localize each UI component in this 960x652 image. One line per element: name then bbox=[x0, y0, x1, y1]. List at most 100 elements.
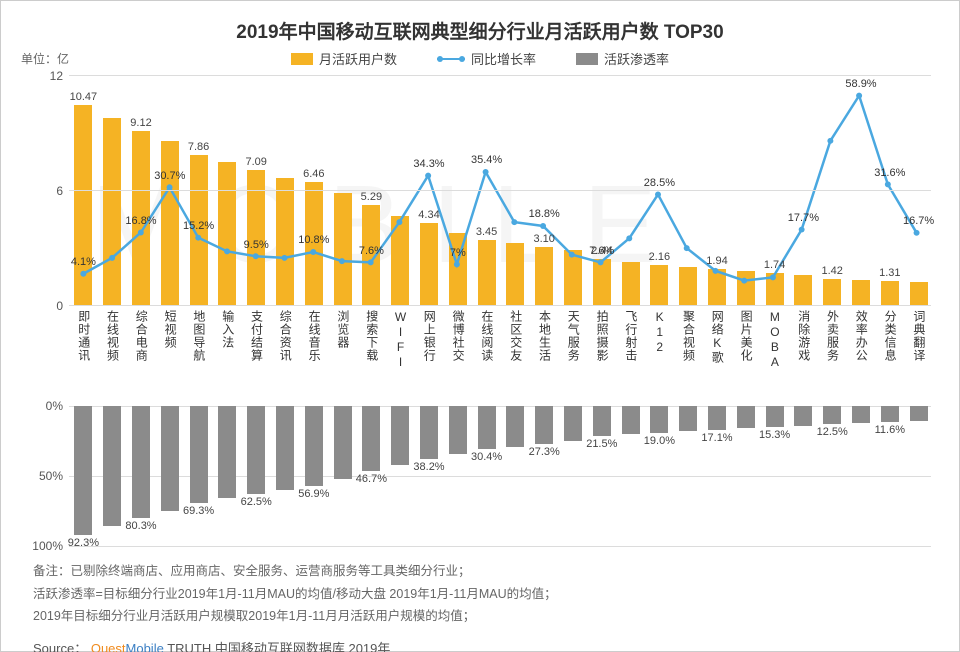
penetration-bar bbox=[881, 406, 899, 422]
mau-label: 1.31 bbox=[879, 267, 900, 279]
mau-label: 10.47 bbox=[70, 91, 98, 103]
category-label: 网络K歌 bbox=[711, 310, 724, 364]
penetration-bar bbox=[564, 406, 582, 441]
source-brand1: Quest bbox=[91, 641, 126, 652]
note-line: 活跃渗透率=目标细分行业2019年1月-11月MAU的均值/移动大盘 2019年… bbox=[33, 583, 939, 606]
penetration-bar bbox=[478, 406, 496, 449]
category-label: 支付结算 bbox=[250, 310, 263, 362]
category-label: 搜索下载 bbox=[365, 310, 378, 362]
growth-label: 9.5% bbox=[244, 239, 269, 251]
penetration-bar bbox=[679, 406, 697, 431]
plot-bot: 92.3%80.3%69.3%62.5%56.9%46.7%38.2%30.4%… bbox=[69, 406, 931, 546]
penetration-bar bbox=[103, 406, 121, 526]
mau-label: 2.16 bbox=[649, 251, 670, 263]
mau-label: 3.45 bbox=[476, 226, 497, 238]
category-label: 本地生活 bbox=[538, 310, 551, 362]
legend: 月活跃用户数 同比增长率 活跃渗透率 bbox=[21, 49, 939, 68]
growth-label: 4.1% bbox=[71, 256, 96, 268]
category-label: 微博社交 bbox=[452, 310, 465, 362]
penetration-bar bbox=[362, 406, 380, 471]
line-swatch-icon bbox=[437, 58, 465, 60]
penetration-bar bbox=[910, 406, 928, 421]
gridline bbox=[69, 546, 931, 547]
penetration-bar bbox=[218, 406, 236, 498]
penetration-bar bbox=[593, 406, 611, 436]
growth-label: 34.3% bbox=[413, 158, 444, 170]
penetration-label: 12.5% bbox=[817, 426, 848, 438]
category-label: 消除游戏 bbox=[797, 310, 810, 362]
penetration-label: 38.2% bbox=[413, 461, 444, 473]
page-title: 2019年中国移动互联网典型细分行业月活跃用户数 TOP30 bbox=[21, 17, 939, 44]
legend-item-growth: 同比增长率 bbox=[437, 49, 536, 68]
category-row: 即时通讯在线视频综合电商短视频地图导航输入法支付结算综合资讯在线音乐浏览器搜索下… bbox=[69, 306, 931, 406]
category-label: 效率办公 bbox=[855, 310, 868, 362]
y-tick: 6 bbox=[56, 184, 63, 198]
category-label: 图片美化 bbox=[740, 310, 753, 362]
category-label: 输入法 bbox=[221, 310, 234, 349]
penetration-bar bbox=[305, 406, 323, 486]
penetration-bar bbox=[737, 406, 755, 428]
bar-swatch-icon bbox=[291, 53, 313, 65]
legend-label-penetration: 活跃渗透率 bbox=[604, 49, 669, 68]
growth-label: 31.6% bbox=[874, 167, 905, 179]
growth-label: 15.2% bbox=[183, 220, 214, 232]
legend-label-growth: 同比增长率 bbox=[471, 49, 536, 68]
category-label: 地图导航 bbox=[192, 310, 205, 362]
y-axis-top: 0612 bbox=[21, 76, 69, 306]
category-label: 外卖服务 bbox=[826, 310, 839, 362]
category-label: 分类信息 bbox=[884, 310, 897, 362]
growth-label: 16.7% bbox=[903, 215, 934, 227]
plot-top: 10.479.127.867.096.465.294.343.453.102.4… bbox=[69, 76, 931, 306]
penetration-bar bbox=[622, 406, 640, 434]
growth-label: 16.8% bbox=[125, 215, 156, 227]
legend-item-mau: 月活跃用户数 bbox=[291, 49, 397, 68]
penetration-label: 30.4% bbox=[471, 451, 502, 463]
penetration-bar bbox=[852, 406, 870, 423]
source-suffix: TRUTH 中国移动互联网数据库 2019年 bbox=[164, 641, 391, 652]
growth-label: 17.7% bbox=[788, 212, 819, 224]
penetration-label: 19.0% bbox=[644, 435, 675, 447]
category-label: 聚合视频 bbox=[682, 310, 695, 362]
penetration-label: 92.3% bbox=[68, 537, 99, 549]
penetration-label: 69.3% bbox=[183, 505, 214, 517]
penetration-bar bbox=[823, 406, 841, 424]
growth-label: 18.8% bbox=[529, 208, 560, 220]
mau-label: 3.10 bbox=[533, 233, 554, 245]
top-chart: 0612 10.479.127.867.096.465.294.343.453.… bbox=[21, 76, 939, 306]
y-tick: 100% bbox=[32, 539, 63, 553]
penetration-label: 62.5% bbox=[241, 496, 272, 508]
growth-label: 58.9% bbox=[845, 78, 876, 90]
category-label: WIFI bbox=[394, 310, 407, 370]
growth-label: 7% bbox=[450, 247, 466, 259]
penetration-label: 15.3% bbox=[759, 429, 790, 441]
penetration-label: 17.1% bbox=[701, 432, 732, 444]
y-tick: 0 bbox=[56, 299, 63, 313]
penetration-bar bbox=[276, 406, 294, 490]
penetration-bar bbox=[190, 406, 208, 503]
mau-label: 4.34 bbox=[418, 209, 439, 221]
penetration-bar bbox=[794, 406, 812, 426]
y-tick: 50% bbox=[39, 469, 63, 483]
penetration-bar bbox=[506, 406, 524, 447]
penetration-bar bbox=[766, 406, 784, 427]
legend-label-mau: 月活跃用户数 bbox=[319, 49, 397, 68]
penetration-bar bbox=[161, 406, 179, 511]
bottom-chart: 0%50%100% 92.3%80.3%69.3%62.5%56.9%46.7%… bbox=[21, 406, 939, 546]
gridline bbox=[69, 190, 931, 191]
y-tick: 0% bbox=[46, 399, 63, 413]
category-label: 飞行射击 bbox=[624, 310, 637, 362]
mau-label: 1.74 bbox=[764, 259, 785, 271]
source-brand2: Mobile bbox=[126, 641, 164, 652]
penetration-bar bbox=[449, 406, 467, 454]
notes-block: 备注：已剔除终端商店、应用商店、安全服务、运营商服务等工具类细分行业； 活跃渗透… bbox=[33, 560, 939, 628]
category-label: MOBA bbox=[768, 310, 781, 370]
category-label: 在线视频 bbox=[106, 310, 119, 362]
growth-label: 10.8% bbox=[298, 234, 329, 246]
category-label: 天气服务 bbox=[567, 310, 580, 362]
mau-label: 9.12 bbox=[130, 117, 151, 129]
category-label: 综合资讯 bbox=[279, 310, 292, 362]
note-line: 备注：已剔除终端商店、应用商店、安全服务、运营商服务等工具类细分行业； bbox=[33, 560, 939, 583]
category-label: 词典翻译 bbox=[912, 310, 925, 362]
penetration-label: 11.6% bbox=[875, 424, 905, 436]
category-label: 拍照摄影 bbox=[596, 310, 609, 362]
